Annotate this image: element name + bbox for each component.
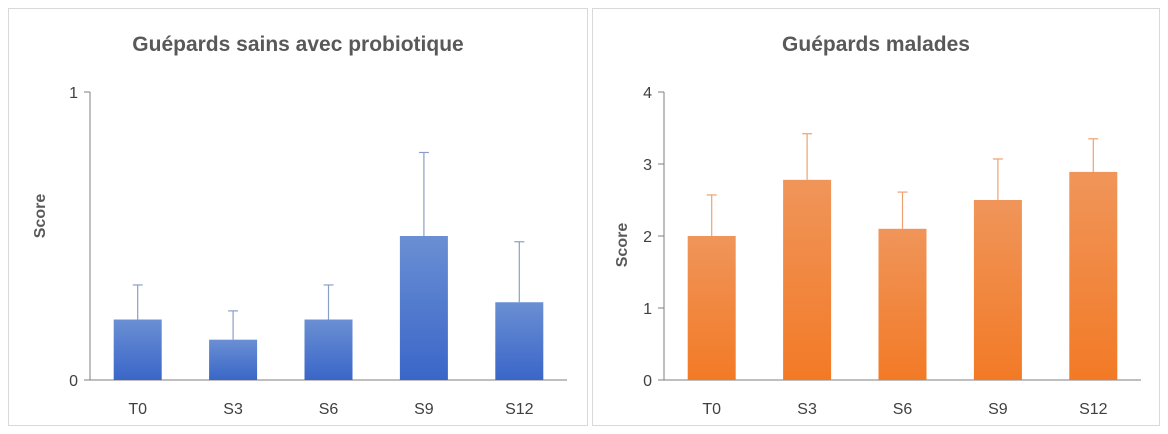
bar-S12 (495, 302, 544, 380)
bar-S9 (973, 200, 1022, 380)
y-tick-label: 4 (643, 85, 652, 102)
y-tick-label: 0 (69, 373, 78, 390)
x-tick-label: S12 (1079, 401, 1108, 418)
x-tick-label: S12 (505, 401, 534, 418)
y-axis-label: Score (614, 223, 631, 268)
y-tick-label: 2 (643, 229, 652, 246)
x-tick-label: T0 (702, 401, 721, 418)
chart-title: Guépards sains avec probiotique (132, 33, 463, 56)
y-tick-label: 3 (643, 157, 652, 174)
x-tick-label: S9 (414, 401, 434, 418)
y-tick-label: 1 (643, 301, 652, 318)
chart-sick-svg: Guépards malades Score 0 1 2 3 4 T0 S3 S6 S9 S12 (614, 33, 1141, 418)
bar-T0 (687, 236, 736, 380)
y-tick-label: 1 (69, 85, 78, 102)
x-tick-label: S6 (893, 401, 913, 418)
chart-healthy-svg: Guépards sains avec probiotique Score 0 1… (32, 33, 567, 418)
x-tick-label: S3 (797, 401, 817, 418)
bar-S6 (304, 319, 353, 380)
bar-S12 (1069, 171, 1118, 380)
x-tick-label: S3 (223, 401, 243, 418)
bar-S3 (209, 339, 258, 380)
y-axis-label: Score (32, 194, 49, 239)
bar-T0 (113, 319, 162, 380)
bar-S9 (399, 236, 448, 380)
x-tick-label: S6 (319, 401, 339, 418)
chart-title: Guépards malades (782, 33, 970, 56)
chart-panel-sick: Guépards malades Score 0 1 2 3 4 T0 S3 S6 S9 S12 (592, 8, 1160, 426)
bar-S6 (878, 228, 927, 380)
bar-S3 (783, 179, 832, 380)
y-tick-label: 0 (643, 373, 652, 390)
x-tick-label: T0 (128, 401, 147, 418)
x-tick-label: S9 (988, 401, 1008, 418)
chart-panel-healthy: Guépards sains avec probiotique Score 0 1… (8, 8, 588, 426)
